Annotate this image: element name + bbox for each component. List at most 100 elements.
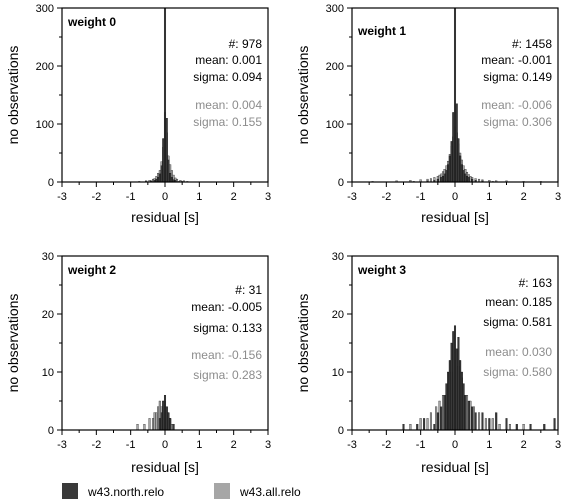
histogram-bar-north: [453, 7, 457, 183]
x-tick-label: -2: [381, 439, 391, 451]
histogram-bar-north: [450, 141, 453, 183]
sigma-north-label: sigma: 0.149: [483, 70, 552, 84]
bars-north-relo-weight-3: [402, 325, 556, 431]
sigma-north-label: sigma: 0.094: [193, 70, 262, 84]
histogram-bar-north: [165, 406, 168, 431]
x-tick-label: 3: [555, 439, 561, 451]
histogram-bar-all: [136, 424, 139, 431]
x-tick-label: 1: [486, 191, 492, 203]
histogram-bar-north: [529, 424, 532, 431]
histogram-bar-north: [163, 7, 167, 183]
histogram-bar-north: [433, 424, 436, 431]
legend-label-all: w43.all.relo: [239, 485, 301, 499]
y-tick-label: 100: [326, 119, 344, 131]
histogram-bar-all: [469, 400, 472, 431]
histogram-bar-north: [460, 164, 463, 183]
y-tick-label: 0: [338, 425, 344, 437]
count-label: #: 978: [229, 37, 263, 51]
panel-title: weight 3: [357, 263, 406, 277]
histogram-bar-north: [158, 173, 161, 183]
y-tick-label: 20: [332, 309, 344, 321]
histogram-bar-north: [495, 412, 498, 431]
histogram-bar-all: [478, 412, 481, 431]
histogram-bar-north: [436, 412, 439, 431]
x-axis-title: residual [s]: [421, 459, 489, 475]
x-tick-label: -1: [416, 191, 426, 203]
x-axis-title: residual [s]: [131, 209, 199, 225]
histogram-bar-north: [453, 325, 457, 431]
x-tick-label: -2: [381, 191, 391, 203]
histogram-bar-all: [522, 424, 525, 431]
panel-title: weight 2: [67, 263, 116, 277]
panel-weight-0: -3 -2 -1 0 1 2 3 0 100 200 300 weight 0 #: 978 me…: [5, 3, 271, 225]
histogram-bar-north: [467, 177, 470, 183]
histogram-bar-north: [423, 418, 426, 431]
histogram-bar-north: [440, 406, 443, 431]
x-tick-label: 0: [162, 191, 168, 203]
histogram-bar-north: [462, 170, 465, 183]
histogram-bar-all: [469, 176, 472, 183]
histogram-bar-north: [169, 173, 172, 183]
histogram-bar-north: [167, 159, 170, 183]
histogram-bar-all: [508, 424, 511, 431]
y-tick-label: 20: [42, 309, 54, 321]
y-ticks: 0 100 200 300: [326, 3, 352, 189]
histogram-bar-north: [163, 395, 167, 431]
histogram-bar-north: [455, 348, 458, 431]
histogram-bar-all: [155, 412, 158, 431]
histogram-bar-north: [443, 395, 446, 431]
histogram-bar-all: [148, 418, 151, 431]
histogram-bar-north: [441, 176, 445, 183]
histogram-bar-north: [416, 424, 419, 431]
x-tick-label: -2: [91, 191, 101, 203]
x-tick-label: 3: [265, 191, 271, 203]
histogram-bar-north: [443, 173, 446, 183]
legend-swatch-all: [214, 483, 230, 499]
y-tick-label: 30: [42, 251, 54, 263]
histogram-bar-north: [452, 112, 455, 183]
count-label: #: 163: [519, 276, 553, 290]
histogram-bar-all: [438, 174, 441, 183]
mean-north-label: mean: -0.005: [191, 300, 262, 314]
histogram-bar-north: [172, 424, 175, 431]
panel-title: weight 0: [67, 15, 116, 29]
x-tick-label: -3: [347, 191, 357, 203]
histogram-bar-north: [464, 395, 467, 431]
y-axis-title: no observations: [295, 46, 311, 145]
histogram-bar-north: [162, 138, 165, 183]
x-tick-label: -3: [347, 439, 357, 451]
histogram-bar-north: [457, 337, 460, 431]
mean-north-label: mean: 0.001: [195, 53, 262, 67]
x-tick-label: -3: [57, 191, 67, 203]
histogram-bar-north: [515, 424, 518, 431]
histogram-bar-all: [409, 424, 412, 431]
x-tick-label: 2: [521, 439, 527, 451]
legend: w43.north.relo w43.all.relo: [62, 483, 301, 499]
y-tick-label: 10: [42, 367, 54, 379]
histogram-bar-north: [460, 371, 463, 431]
y-tick-label: 0: [48, 177, 54, 189]
bars-north-relo-weight-1: [412, 7, 494, 183]
panel-weight-2: -3 -2 -1 0 1 2 3 0 10 20 30 weight 2 #: 31 mean: …: [5, 251, 271, 475]
histogram-bar-all: [498, 424, 501, 431]
y-ticks: 0 100 200 300: [36, 3, 62, 189]
x-tick-label: 1: [196, 439, 202, 451]
histogram-bar-all: [153, 412, 156, 431]
histogram-bar-all: [466, 395, 469, 431]
histogram-bar-all: [472, 406, 475, 431]
histogram-bar-north: [440, 177, 443, 183]
histogram-bar-north: [402, 424, 405, 431]
histogram-bar-north: [455, 103, 458, 183]
legend-label-north: w43.north.relo: [87, 485, 164, 499]
sigma-all-label: sigma: 0.283: [193, 368, 262, 382]
panel-weight-1: -3 -2 -1 0 1 2 3 0 100 200 300 weight 1 #: 1458 m…: [295, 3, 561, 225]
x-axis-title: residual [s]: [131, 459, 199, 475]
y-tick-label: 300: [326, 3, 344, 15]
legend-swatch-north: [62, 483, 78, 499]
histogram-bar-north: [505, 418, 508, 431]
y-tick-label: 10: [332, 367, 344, 379]
histogram-bar-north: [167, 412, 170, 431]
x-tick-label: 2: [521, 191, 527, 203]
y-tick-label: 200: [326, 61, 344, 73]
